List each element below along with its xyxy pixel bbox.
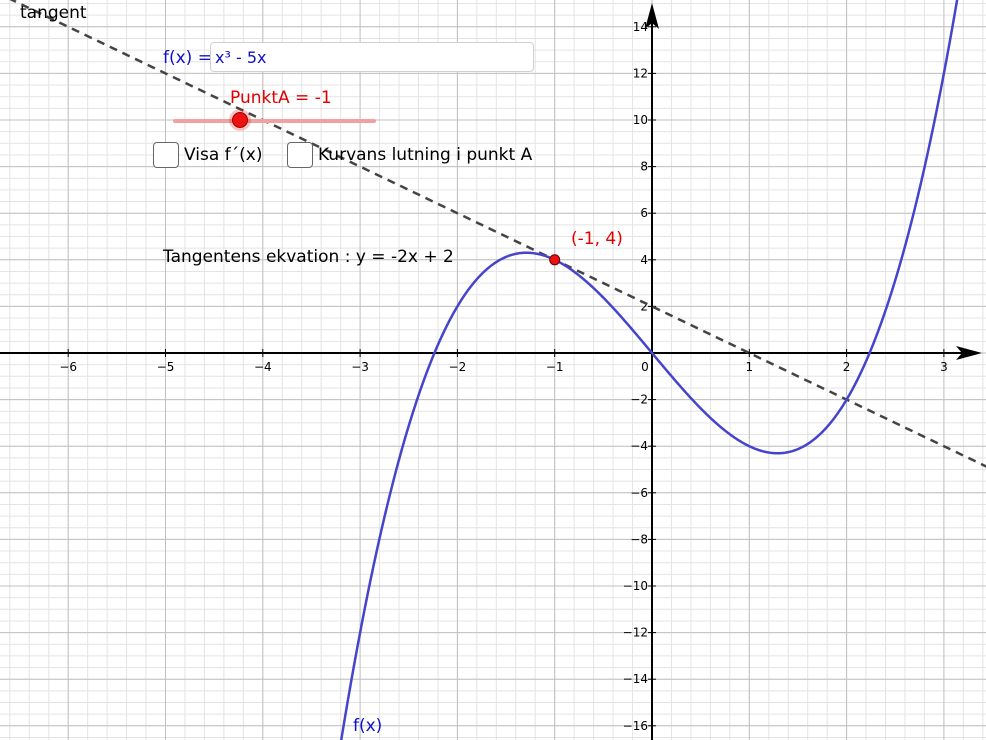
x-tick-label: 0: [641, 360, 649, 374]
x-tick-label: 3: [940, 360, 948, 374]
y-tick-label: 2: [640, 299, 648, 313]
x-tick-label: −1: [546, 360, 564, 374]
tangent-equation-text: Tangentens ekvation : y = -2x + 2: [163, 247, 454, 267]
show-slope-label[interactable]: Kurvans lutning i punkt A: [318, 145, 533, 165]
x-tick-label: −2: [449, 360, 467, 374]
slider-track[interactable]: [173, 119, 376, 123]
x-tick-label: 1: [745, 360, 753, 374]
point-a-label: (-1, 4): [571, 229, 623, 249]
tangent-line-name: tangent: [20, 3, 87, 23]
y-tick-label: −16: [623, 719, 648, 733]
point-a: [549, 254, 561, 266]
y-tick-label: 12: [633, 66, 648, 80]
y-tick-label: −2: [630, 393, 648, 407]
y-tick-label: −12: [623, 626, 648, 640]
function-curve: [339, 0, 959, 740]
x-tick-label: −4: [254, 360, 272, 374]
function-input-label: f(x) =: [163, 48, 212, 68]
y-tick-label: 14: [633, 20, 648, 34]
x-tick-label: −6: [59, 360, 77, 374]
show-slope-checkbox[interactable]: [287, 142, 313, 168]
y-tick-label: 8: [640, 160, 648, 174]
axes: [0, 3, 982, 740]
y-axis-arrow: [645, 3, 659, 29]
curve-name-label: f(x): [353, 716, 383, 736]
y-tick-label: 10: [633, 113, 648, 127]
tick-labels: −6 −5 −4 −3 −2 −1 0 1 2 31412108642−2−4−6−8−10−12…: [59, 20, 947, 733]
slider-handle[interactable]: [232, 112, 248, 128]
y-tick-label: −14: [623, 672, 648, 686]
y-tick-label: −6: [630, 486, 648, 500]
x-tick-label: −3: [351, 360, 369, 374]
show-derivative-label[interactable]: Visa f´(x): [184, 145, 263, 165]
y-tick-label: −10: [623, 579, 648, 593]
function-input[interactable]: [210, 42, 534, 72]
y-tick-label: 4: [640, 253, 648, 267]
y-tick-label: 6: [640, 206, 648, 220]
show-derivative-checkbox[interactable]: [153, 142, 179, 168]
x-tick-label: 2: [843, 360, 851, 374]
y-tick-label: −4: [630, 439, 648, 453]
x-tick-label: −5: [157, 360, 175, 374]
x-axis-arrow: [956, 346, 982, 360]
slider-label: PunktA = -1: [230, 88, 332, 108]
y-tick-label: −8: [630, 532, 648, 546]
tangent-line: [9, 0, 986, 468]
